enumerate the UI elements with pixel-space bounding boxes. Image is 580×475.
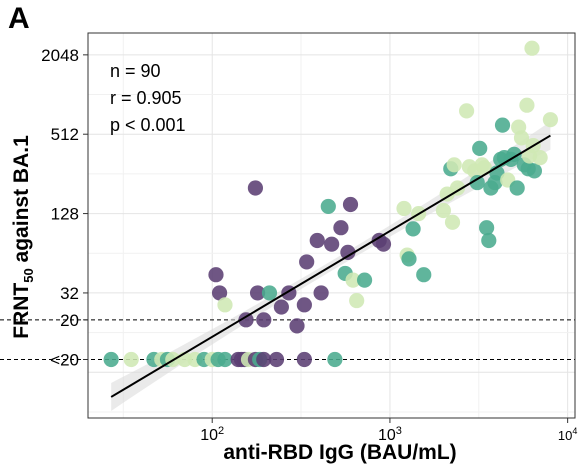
- x-tick-label: 103: [378, 425, 402, 444]
- regression-line: [110, 134, 551, 398]
- data-point: [469, 174, 485, 191]
- data-point: [356, 272, 373, 288]
- data-point: [309, 232, 325, 249]
- stat-p: p < 0.001: [110, 115, 186, 135]
- stat-r: r = 0.905: [110, 88, 182, 108]
- y-tick-label: 32: [60, 284, 79, 303]
- data-point: [238, 312, 254, 328]
- data-point: [289, 318, 305, 334]
- data-point: [509, 180, 525, 196]
- x-tick-exponent: 2: [218, 425, 224, 437]
- data-point: [211, 285, 228, 301]
- data-point: [524, 40, 540, 56]
- y-axis-ticks: 2048 512 128 32 20 <20: [41, 46, 88, 370]
- data-point: [542, 112, 559, 128]
- panel-label: A: [8, 2, 30, 35]
- data-point: [532, 150, 548, 166]
- x-tick-exponent: 3: [396, 425, 402, 437]
- data-point: [458, 103, 475, 119]
- data-point: [256, 312, 272, 328]
- stats-annotation: n = 90 r = 0.905 p < 0.001: [110, 58, 186, 139]
- data-point: [268, 351, 285, 368]
- x-tick-exponent: 4: [572, 426, 577, 436]
- y-label-main: FRNT: [9, 282, 33, 339]
- data-point: [333, 220, 349, 236]
- data-point: [296, 351, 312, 368]
- y-tick-label: 128: [51, 205, 79, 224]
- data-point: [396, 200, 412, 217]
- data-point: [103, 351, 119, 368]
- data-point: [435, 202, 452, 219]
- x-tick-label: 104: [558, 426, 577, 443]
- y-tick-label: <20: [50, 351, 79, 370]
- data-point: [313, 285, 329, 301]
- data-point: [208, 267, 224, 283]
- y-label-sub: 50: [21, 268, 37, 283]
- y-axis-label: FRNT50 against BA.1: [10, 135, 36, 339]
- data-point: [324, 236, 340, 252]
- data-point: [526, 163, 542, 179]
- data-point: [273, 299, 289, 315]
- data-point: [217, 297, 233, 313]
- data-point: [123, 351, 139, 368]
- data-point: [494, 117, 511, 133]
- x-tick-base: 10: [200, 427, 218, 444]
- x-axis-label: anti-RBD IgG (BAU/mL): [223, 441, 457, 464]
- plot-frame: [87, 32, 576, 419]
- x-tick-base: 10: [378, 427, 396, 444]
- data-point: [299, 254, 315, 270]
- data-point: [444, 214, 461, 230]
- data-point: [401, 251, 417, 267]
- data-point: [320, 198, 336, 215]
- x-tick-label: 102: [200, 425, 224, 444]
- y-tick-label: 20: [60, 311, 79, 330]
- data-point: [472, 140, 488, 156]
- data-point: [342, 196, 359, 213]
- data-point: [375, 236, 392, 252]
- data-point: [519, 97, 535, 113]
- y-label-rest: against BA.1: [9, 135, 33, 269]
- data-points: [103, 40, 559, 368]
- data-point: [296, 297, 312, 313]
- data-point: [256, 351, 272, 368]
- data-point: [340, 244, 356, 260]
- data-point: [349, 292, 365, 309]
- data-point: [416, 267, 432, 283]
- data-point: [479, 220, 495, 236]
- x-tick-base: 10: [558, 428, 572, 443]
- data-point: [345, 272, 361, 288]
- data-point: [446, 157, 462, 173]
- data-point: [481, 232, 497, 249]
- stat-n: n = 90: [110, 61, 161, 81]
- data-point: [261, 285, 278, 301]
- data-point: [513, 130, 530, 146]
- y-tick-label: 512: [51, 125, 79, 144]
- data-point: [249, 285, 266, 301]
- x-axis-ticks: 102 103 104: [200, 418, 577, 444]
- data-point: [217, 351, 233, 368]
- y-tick-label: 2048: [41, 46, 79, 65]
- data-point: [506, 146, 522, 162]
- reference-lines: [0, 319, 575, 361]
- data-point: [247, 180, 264, 196]
- data-point: [405, 221, 421, 237]
- data-point: [449, 180, 466, 196]
- data-point: [327, 351, 343, 368]
